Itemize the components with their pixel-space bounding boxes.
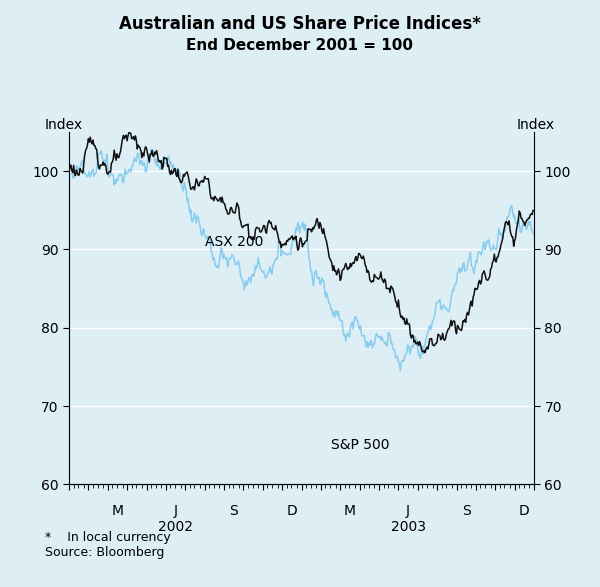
- Text: 2003: 2003: [391, 521, 425, 534]
- Text: S&P 500: S&P 500: [331, 438, 389, 452]
- Text: J: J: [173, 504, 178, 518]
- Text: D: D: [519, 504, 530, 518]
- Text: Australian and US Share Price Indices*: Australian and US Share Price Indices*: [119, 15, 481, 33]
- Text: J: J: [406, 504, 410, 518]
- Text: Index: Index: [517, 118, 555, 132]
- Text: 2002: 2002: [158, 521, 193, 534]
- Text: *    In local currency
Source: Bloomberg: * In local currency Source: Bloomberg: [45, 531, 171, 559]
- Text: M: M: [344, 504, 356, 518]
- Text: Index: Index: [45, 118, 83, 132]
- Text: M: M: [112, 504, 124, 518]
- Text: D: D: [286, 504, 297, 518]
- Text: S: S: [229, 504, 238, 518]
- Text: End December 2001 = 100: End December 2001 = 100: [187, 38, 413, 53]
- Text: ASX 200: ASX 200: [205, 235, 263, 248]
- Text: S: S: [462, 504, 470, 518]
